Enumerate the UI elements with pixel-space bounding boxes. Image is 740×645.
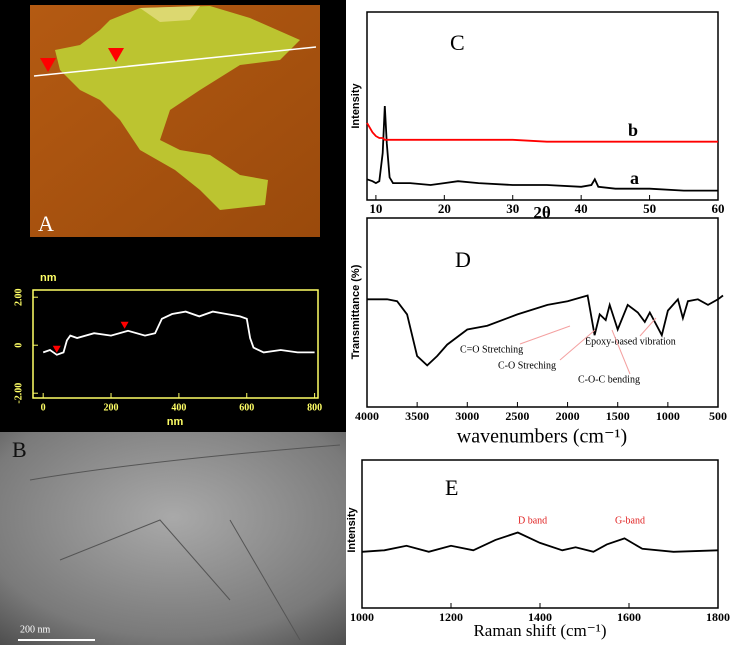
y-axis-label: Intensity xyxy=(350,83,362,129)
x-tick-label: 50 xyxy=(643,201,656,216)
scale-bar-label: 200 nm xyxy=(20,624,51,635)
x-tick-label: 1200 xyxy=(439,610,463,624)
x-tick-label: 3500 xyxy=(405,409,429,423)
y-tick-label: 2.00 xyxy=(13,288,24,306)
x-tick-label: 1000 xyxy=(350,610,374,624)
panel-label: E xyxy=(445,475,458,500)
x-tick-label: 20 xyxy=(438,201,451,216)
x-tick-label: 3000 xyxy=(455,409,479,423)
data-line xyxy=(367,296,723,366)
annotation: D band xyxy=(518,515,547,526)
annotation: C-O-C bending xyxy=(578,374,640,385)
annotation: C-O Streching xyxy=(498,360,556,371)
figure: A B 200 nm 0 200 400 600 800 2.00 0 -2.00 nm nm 10… xyxy=(0,0,740,645)
x-tick-label: 500 xyxy=(709,409,727,423)
x-tick-label: 0 xyxy=(41,402,46,413)
series-label: b xyxy=(628,120,638,140)
x-axis-label: Raman shift (cm⁻¹) xyxy=(473,621,606,640)
panel-label: B xyxy=(12,437,27,462)
x-tick-label: 60 xyxy=(712,201,725,216)
y-tick-label: -2.00 xyxy=(13,383,24,404)
annotation-arrow xyxy=(640,318,656,336)
x-axis-label: 2θ xyxy=(533,203,551,222)
x-tick-label: 200 xyxy=(104,402,119,413)
x-tick-label: 2000 xyxy=(556,409,580,423)
x-tick-label: 600 xyxy=(239,402,254,413)
y-tick-label: 0 xyxy=(13,343,24,348)
data-line xyxy=(367,123,718,142)
y-axis-label: Transmittance (%) xyxy=(350,264,362,359)
x-tick-label: 1500 xyxy=(606,409,630,423)
data-line xyxy=(367,106,718,191)
plot-frame xyxy=(362,460,718,608)
x-tick-label: 1800 xyxy=(706,610,730,624)
x-tick-label: 10 xyxy=(369,201,382,216)
tem-image xyxy=(0,432,346,645)
x-tick-label: 40 xyxy=(575,201,588,216)
x-axis-label: nm xyxy=(167,416,184,428)
panel-label: D xyxy=(455,247,471,272)
y-axis-label: nm xyxy=(40,272,57,284)
annotation: C=O Stretching xyxy=(460,344,523,355)
y-axis-label: Intensity xyxy=(346,507,358,553)
x-tick-label: 800 xyxy=(307,402,322,413)
annotation: G-band xyxy=(615,515,645,526)
annotation-arrow xyxy=(520,326,570,344)
x-tick-label: 1600 xyxy=(617,610,641,624)
x-tick-label: 1000 xyxy=(656,409,680,423)
data-line xyxy=(362,533,718,552)
x-tick-label: 30 xyxy=(506,201,519,216)
panel-label: A xyxy=(38,211,54,236)
plot-frame xyxy=(367,12,718,200)
annotation: Epoxy-based vibration xyxy=(585,336,676,347)
series-label: a xyxy=(630,168,639,188)
plot-frame xyxy=(367,218,718,407)
panel-label: C xyxy=(450,30,465,55)
x-tick-label: 4000 xyxy=(355,409,379,423)
x-tick-label: 400 xyxy=(171,402,186,413)
x-tick-label: 2500 xyxy=(505,409,529,423)
x-axis-label: wavenumbers (cm⁻¹) xyxy=(457,426,627,448)
page: {"images": [{"label": "A"}, {"label": "B… xyxy=(0,0,740,645)
